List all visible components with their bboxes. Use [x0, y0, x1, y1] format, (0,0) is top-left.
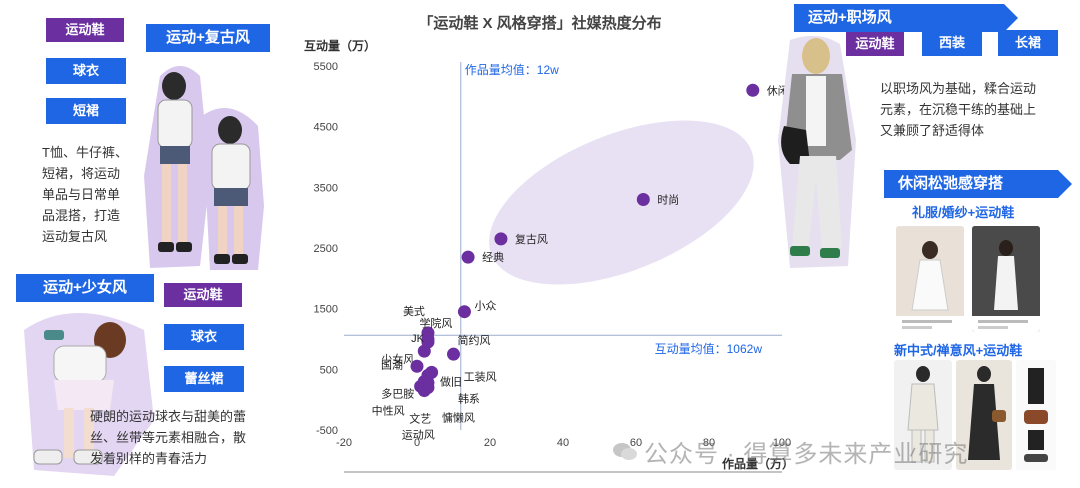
desc-line: 以职场风为基础，糅合运动 — [880, 81, 1037, 96]
data-point-label: 运动风 — [402, 429, 435, 442]
y-tick-label: -500 — [316, 425, 338, 437]
desc-line: 元素，在沉稳干练的基础上 — [880, 102, 1037, 117]
desc-line: 硬朗的运动球衣与甜美的蕾 — [90, 409, 247, 424]
data-point — [447, 347, 460, 361]
girl-outfit-illustration — [24, 313, 154, 476]
y-tick-label: 500 — [320, 364, 338, 376]
data-point — [494, 232, 508, 246]
x-tick-label: -20 — [336, 437, 352, 449]
tag-skirt-retro: 短裙 — [46, 98, 126, 124]
x-tick-label: 40 — [557, 437, 569, 449]
data-point-label: 文艺 — [409, 412, 431, 426]
data-point-label: 时尚 — [657, 192, 679, 206]
desc-line: 发着别样的青春活力 — [90, 451, 208, 466]
desc-line: 品混搭，打造 — [42, 208, 121, 223]
retro-outfit-photo — [140, 56, 266, 274]
zen-photo-3 — [1016, 360, 1056, 470]
data-point-label: JK — [411, 333, 425, 345]
data-point — [746, 83, 760, 97]
data-point-label: 工装风 — [464, 370, 497, 383]
gown-illustration-2 — [972, 226, 1040, 332]
desc-line: 单品与日常单 — [42, 187, 121, 202]
data-point — [457, 305, 471, 319]
y-tick-label: 2500 — [314, 243, 338, 255]
subheading-gown-sneakers: 礼服/婚纱+运动鞋 — [912, 205, 1015, 220]
tag-long-skirt: 长裙 — [998, 30, 1058, 56]
gown-photo-2 — [972, 226, 1040, 332]
data-point-label: 美式 — [403, 305, 425, 318]
retro-outfit-illustration — [144, 66, 264, 270]
header-casual-relaxed: 休闲松弛感穿搭 — [884, 170, 1072, 198]
gown-illustration-1 — [896, 226, 964, 332]
x-tick-label: 80 — [703, 437, 715, 449]
header-sport-retro: 运动+复古风 — [146, 24, 270, 52]
zen-photo-2 — [956, 360, 1012, 470]
data-point-label: 韩系 — [458, 392, 480, 406]
x-axis-label: 作品量（万） — [722, 456, 794, 471]
y-axis-label: 互动量（万） — [304, 38, 376, 53]
desc-line: 丝、丝带等元素相融合，散 — [90, 430, 247, 445]
data-point — [417, 384, 431, 398]
data-point-label: 慵懒风 — [442, 411, 475, 425]
y-tick-label: 5500 — [314, 61, 338, 73]
tag-sneakers-office: 运动鞋 — [846, 32, 904, 56]
wechat-icon — [612, 441, 638, 463]
data-point-label: 休闲 — [767, 83, 789, 97]
chart-title: 「运动鞋 X 风格穿搭」社媒热度分布 — [418, 14, 661, 32]
x-mean-label: 作品量均值：12w — [465, 62, 559, 77]
desc-line: 又兼顾了舒适得体 — [880, 123, 985, 138]
y-tick-label: 3500 — [314, 182, 338, 194]
tag-jersey-retro: 球衣 — [46, 58, 126, 84]
y-tick-label: 4500 — [314, 122, 338, 134]
highlight-ellipse — [489, 120, 754, 285]
gown-photo-1 — [896, 226, 964, 332]
desc-sport-girl: 硬朗的运动球衣与甜美的蕾 丝、丝带等元素相融合，散 发着别样的青春活力 — [90, 406, 270, 469]
x-tick-label: 0 — [414, 437, 420, 449]
tag-lace-skirt: 蕾丝裙 — [164, 366, 244, 392]
zen-illustration-1 — [907, 366, 939, 463]
desc-line: 短裙，将运动 — [42, 166, 121, 181]
desc-line: T恤、牛仔裤、 — [42, 145, 128, 160]
tag-sneakers-girl: 运动鞋 — [164, 283, 242, 307]
data-point-label: 少女风 — [381, 352, 414, 366]
data-point — [461, 250, 475, 264]
desc-line: 运动复古风 — [42, 229, 108, 244]
x-tick-label: 100 — [773, 437, 791, 449]
data-point — [417, 344, 431, 358]
girl-outfit-photo — [14, 300, 160, 476]
x-tick-label: 20 — [484, 437, 496, 449]
data-point-label: 中性风 — [372, 403, 405, 417]
data-point — [636, 192, 650, 206]
desc-sport-office: 以职场风为基础，糅合运动 元素，在沉稳干练的基础上 又兼顾了舒适得体 — [880, 78, 1060, 141]
data-point-label: 多巴胺 — [381, 386, 414, 400]
zen-illustration-3 — [1024, 368, 1048, 462]
watermark: 公众号 · 得算多未来产业研究 — [612, 434, 968, 469]
data-point-label: 学院风 — [419, 316, 452, 330]
data-point-label: 复古风 — [515, 232, 548, 246]
tag-sneakers-retro: 运动鞋 — [46, 18, 124, 42]
zen-photo-1 — [894, 360, 952, 470]
office-outfit-photo — [770, 30, 866, 272]
data-point-label: 国潮 — [381, 357, 403, 371]
y-mean-label: 互动量均值：1062w — [655, 341, 763, 356]
watermark-text: 公众号 · 得算多未来产业研究 — [644, 441, 969, 468]
data-point-label: 简约风 — [458, 333, 491, 347]
y-tick-label: 1500 — [314, 304, 338, 316]
office-outfit-illustration — [778, 35, 856, 269]
header-sport-girl: 运动+少女风 — [16, 274, 154, 302]
desc-sport-retro: T恤、牛仔裤、 短裙，将运动 单品与日常单 品混搭，打造 运动复古风 — [42, 142, 138, 247]
tag-jersey-girl: 球衣 — [164, 324, 244, 350]
data-point-label: 经典 — [482, 250, 504, 264]
subheading-zen-sneakers: 新中式/禅意风+运动鞋 — [894, 343, 1023, 358]
data-point-label: 做旧 — [440, 374, 462, 388]
x-tick-label: 60 — [630, 437, 642, 449]
data-point-label: 小众 — [474, 300, 496, 313]
header-sport-office: 运动+职场风 — [794, 4, 1018, 32]
zen-illustration-2 — [968, 366, 1006, 460]
data-point — [410, 359, 424, 373]
tag-suit: 西装 — [922, 30, 982, 56]
